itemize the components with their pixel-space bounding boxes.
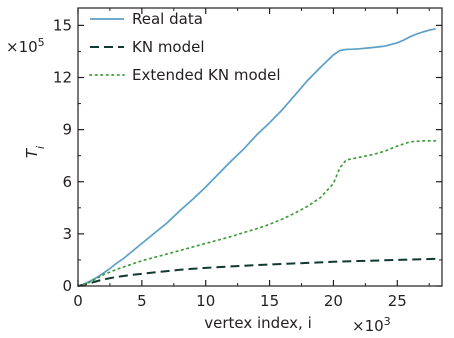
plot-lines [77,27,437,287]
y-tick-label: 12 [53,69,72,87]
series-line-extended-kn-model [77,140,437,287]
x-tick-label: 25 [388,292,407,310]
series-line-real-data [77,27,436,287]
x-tick-label: 0 [73,292,83,310]
x-axis-label: vertex index, i [204,314,312,332]
x-tick-label: 10 [196,292,215,310]
y-tick-label: 9 [62,121,72,139]
legend: Real data KN model Extended KN model [89,10,281,84]
x-tick-label: 20 [324,292,343,310]
x-tick-label: 15 [260,292,279,310]
series-line-kn-model [77,257,436,287]
legend-label: Real data [132,10,203,28]
y-axis-label: Ti [23,146,47,158]
y-tick-label: 15 [53,16,72,34]
legend-label: KN model [132,38,205,56]
plot-frame [77,7,443,287]
y-tick-label: 0 [62,277,72,295]
x-tick-label: 5 [137,292,147,310]
y-axis-label-main: T [23,147,41,158]
y-axis-label-subscript: i [34,146,47,149]
y-tick-label: 3 [62,225,72,243]
y-tick-label: 6 [62,173,72,191]
legend-label: Extended KN model [132,66,281,84]
tick-labels: 0 5 10 15 20 25 0 3 6 9 12 15 [53,16,407,310]
x-multiplier-label: ×103 [352,315,391,336]
y-multiplier-label: ×105 [6,36,45,57]
axis-ticks [77,8,442,287]
